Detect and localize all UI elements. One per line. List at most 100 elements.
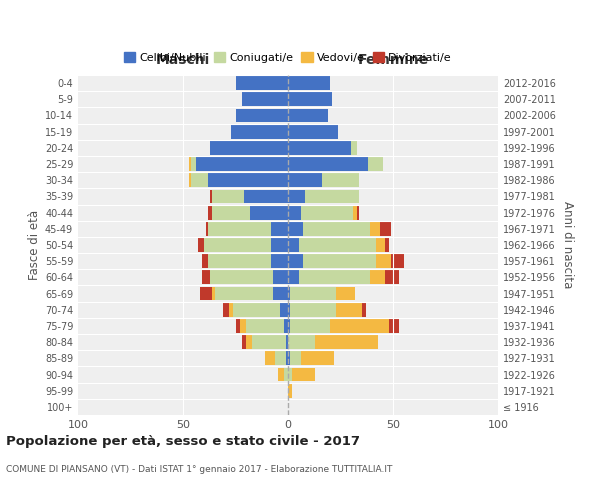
Bar <box>286 352 288 365</box>
Bar <box>288 384 292 398</box>
Bar <box>223 303 229 316</box>
Bar <box>337 303 361 316</box>
Bar <box>376 254 391 268</box>
Bar <box>303 254 376 268</box>
Text: Popolazione per età, sesso e stato civile - 2017: Popolazione per età, sesso e stato civil… <box>6 435 360 448</box>
Bar <box>250 206 288 220</box>
Text: Femmine: Femmine <box>358 54 428 68</box>
Bar <box>277 368 284 382</box>
Bar <box>246 319 284 333</box>
Bar <box>191 174 208 187</box>
Bar <box>202 254 208 268</box>
Bar <box>290 303 337 316</box>
Bar <box>284 368 288 382</box>
Bar <box>288 190 305 203</box>
Bar <box>299 238 376 252</box>
Bar <box>212 286 215 300</box>
Bar <box>284 319 288 333</box>
Bar <box>288 174 322 187</box>
Bar <box>210 141 288 154</box>
Bar <box>190 174 191 187</box>
Bar <box>244 190 288 203</box>
Bar <box>292 368 316 382</box>
Bar <box>197 238 204 252</box>
Bar <box>286 336 288 349</box>
Bar <box>288 125 338 138</box>
Bar <box>229 303 233 316</box>
Bar <box>190 157 191 171</box>
Bar <box>353 206 358 220</box>
Bar <box>299 270 370 284</box>
Bar <box>240 319 246 333</box>
Bar <box>391 254 404 268</box>
Bar <box>290 319 330 333</box>
Bar <box>385 238 389 252</box>
Bar <box>330 319 389 333</box>
Bar <box>288 303 290 316</box>
Bar <box>288 286 290 300</box>
Bar <box>208 222 271 235</box>
Legend: Celibi/Nubili, Coniugati/e, Vedovi/e, Divorziati/e: Celibi/Nubili, Coniugati/e, Vedovi/e, Di… <box>120 48 456 68</box>
Bar <box>242 92 288 106</box>
Bar <box>322 174 359 187</box>
Bar <box>235 76 288 90</box>
Bar <box>212 190 244 203</box>
Bar <box>370 222 380 235</box>
Bar <box>358 206 359 220</box>
Bar <box>337 286 355 300</box>
Text: COMUNE DI PIANSANO (VT) - Dati ISTAT 1° gennaio 2017 - Elaborazione TUTTITALIA.I: COMUNE DI PIANSANO (VT) - Dati ISTAT 1° … <box>6 465 392 474</box>
Bar <box>385 270 400 284</box>
Bar <box>206 222 208 235</box>
Bar <box>252 336 286 349</box>
Bar <box>208 174 288 187</box>
Bar <box>380 222 391 235</box>
Bar <box>235 108 288 122</box>
Text: Maschi: Maschi <box>156 54 210 68</box>
Bar <box>303 222 370 235</box>
Bar <box>233 303 280 316</box>
Bar <box>288 352 290 365</box>
Bar <box>288 157 368 171</box>
Bar <box>204 238 271 252</box>
Bar <box>212 206 250 220</box>
Bar <box>196 157 288 171</box>
Bar <box>288 238 299 252</box>
Bar <box>246 336 252 349</box>
Bar <box>290 286 337 300</box>
Bar <box>288 206 301 220</box>
Bar <box>208 206 212 220</box>
Bar <box>288 319 290 333</box>
Bar <box>211 270 274 284</box>
Y-axis label: Anni di nascita: Anni di nascita <box>561 202 574 288</box>
Y-axis label: Fasce di età: Fasce di età <box>28 210 41 280</box>
Bar <box>191 157 196 171</box>
Bar <box>389 319 400 333</box>
Bar <box>274 286 288 300</box>
Bar <box>274 270 288 284</box>
Bar <box>288 270 299 284</box>
Bar <box>232 125 288 138</box>
Bar <box>208 254 271 268</box>
Bar <box>271 238 288 252</box>
Bar <box>242 336 246 349</box>
Bar <box>271 222 288 235</box>
Bar <box>200 286 212 300</box>
Bar <box>288 108 328 122</box>
Bar <box>368 157 383 171</box>
Bar <box>288 92 332 106</box>
Bar <box>288 254 303 268</box>
Bar <box>376 238 385 252</box>
Bar <box>305 190 359 203</box>
Bar <box>316 336 379 349</box>
Bar <box>235 319 240 333</box>
Bar <box>202 270 210 284</box>
Bar <box>290 352 301 365</box>
Bar <box>351 141 358 154</box>
Bar <box>288 76 330 90</box>
Bar <box>265 352 275 365</box>
Bar <box>288 336 316 349</box>
Bar <box>288 222 303 235</box>
Bar <box>271 254 288 268</box>
Bar <box>288 141 351 154</box>
Bar <box>215 286 274 300</box>
